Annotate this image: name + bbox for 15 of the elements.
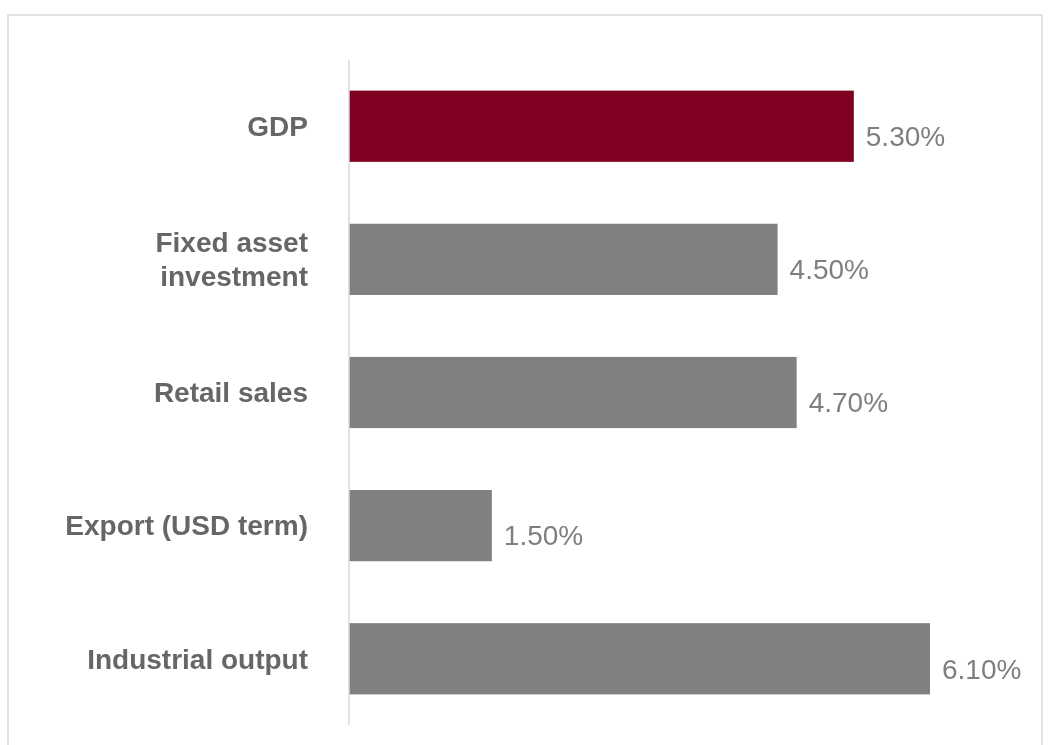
bar xyxy=(349,490,492,562)
y-tick-label: GDP xyxy=(247,111,308,143)
data-label: 4.70% xyxy=(808,387,889,419)
y-tick-label: Fixed asset investment xyxy=(155,227,308,293)
data-label: 1.50% xyxy=(503,520,584,552)
bar xyxy=(349,356,797,429)
bar xyxy=(349,223,778,295)
bar xyxy=(349,90,854,162)
y-tick-label: Export (USD term) xyxy=(65,510,308,542)
data-label: 4.50% xyxy=(789,254,870,286)
y-tick-label: Retail sales xyxy=(153,377,308,409)
data-label: 5.30% xyxy=(865,121,946,153)
bar xyxy=(349,623,930,695)
data-label: 6.10% xyxy=(942,653,1022,685)
y-tick-label: Industrial output xyxy=(87,643,308,675)
